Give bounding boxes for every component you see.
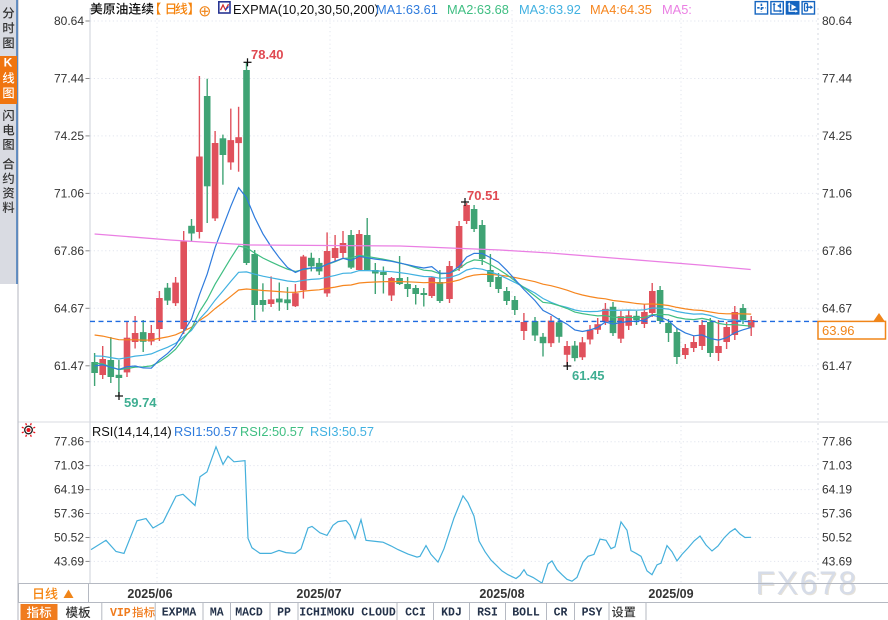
svg-text:50.52: 50.52 <box>822 531 852 545</box>
svg-text:77.44: 77.44 <box>54 72 84 86</box>
svg-text:80.64: 80.64 <box>54 14 84 28</box>
svg-text:PP: PP <box>277 607 291 620</box>
svg-text:67.86: 67.86 <box>54 244 84 258</box>
svg-text:MA1:63.61: MA1:63.61 <box>376 2 438 17</box>
svg-text:71.03: 71.03 <box>822 459 852 473</box>
svg-text:61.47: 61.47 <box>54 359 84 373</box>
svg-text:CR: CR <box>554 607 568 620</box>
svg-text:ICHIMOKU CLOUD: ICHIMOKU CLOUD <box>299 607 396 620</box>
svg-text:RSI3:50.57: RSI3:50.57 <box>310 424 374 439</box>
svg-text:MA3:63.92: MA3:63.92 <box>519 2 581 17</box>
svg-text:43.69: 43.69 <box>54 554 84 568</box>
svg-text:EXPMA: EXPMA <box>162 607 197 620</box>
svg-text:78.40: 78.40 <box>251 47 284 62</box>
svg-text:61.45: 61.45 <box>572 368 605 383</box>
svg-text:57.36: 57.36 <box>822 507 852 521</box>
svg-text:2025/06: 2025/06 <box>127 587 172 601</box>
svg-text:MA5:: MA5: <box>662 2 692 17</box>
svg-text:KDJ: KDJ <box>441 607 462 620</box>
svg-text:2025/09: 2025/09 <box>648 587 693 601</box>
svg-text:K: K <box>4 56 13 70</box>
svg-text:57.36: 57.36 <box>54 507 84 521</box>
svg-text:71.06: 71.06 <box>822 186 852 200</box>
svg-text:MA4:64.35: MA4:64.35 <box>590 2 652 17</box>
svg-text:RSI(14,14,14): RSI(14,14,14) <box>92 424 172 439</box>
svg-text:2025/08: 2025/08 <box>479 587 524 601</box>
svg-text:80.64: 80.64 <box>822 14 852 28</box>
svg-text:BOLL: BOLL <box>512 607 540 620</box>
svg-text:71.03: 71.03 <box>54 459 84 473</box>
svg-text:67.86: 67.86 <box>822 244 852 258</box>
svg-text:50.52: 50.52 <box>54 531 84 545</box>
svg-text:61.47: 61.47 <box>822 359 852 373</box>
svg-text:70.51: 70.51 <box>467 188 500 203</box>
svg-text:MACD: MACD <box>235 607 263 620</box>
svg-text:59.74: 59.74 <box>124 395 157 410</box>
svg-text:64.67: 64.67 <box>54 301 84 315</box>
svg-text:64.67: 64.67 <box>822 301 852 315</box>
svg-text:MA2:63.68: MA2:63.68 <box>447 2 509 17</box>
svg-text:RSI: RSI <box>477 607 498 620</box>
svg-text:74.25: 74.25 <box>822 129 852 143</box>
svg-text:64.19: 64.19 <box>822 483 852 497</box>
svg-text:CCI: CCI <box>405 607 426 620</box>
svg-text:77.86: 77.86 <box>822 435 852 449</box>
svg-text:74.25: 74.25 <box>54 129 84 143</box>
svg-text:2025/07: 2025/07 <box>296 587 341 601</box>
svg-text:71.06: 71.06 <box>54 186 84 200</box>
svg-text:43.69: 43.69 <box>822 554 852 568</box>
svg-text:77.86: 77.86 <box>54 435 84 449</box>
svg-text:EXPMA(10,20,30,50,200): EXPMA(10,20,30,50,200) <box>233 2 379 17</box>
svg-text:64.19: 64.19 <box>54 483 84 497</box>
svg-text:63.96: 63.96 <box>822 323 855 338</box>
svg-text:RSI2:50.57: RSI2:50.57 <box>240 424 304 439</box>
svg-text:MA: MA <box>210 607 224 620</box>
svg-text:PSY: PSY <box>582 607 603 620</box>
svg-text:77.44: 77.44 <box>822 72 852 86</box>
svg-text:RSI1:50.57: RSI1:50.57 <box>174 424 238 439</box>
svg-text:VIP: VIP <box>110 607 131 620</box>
